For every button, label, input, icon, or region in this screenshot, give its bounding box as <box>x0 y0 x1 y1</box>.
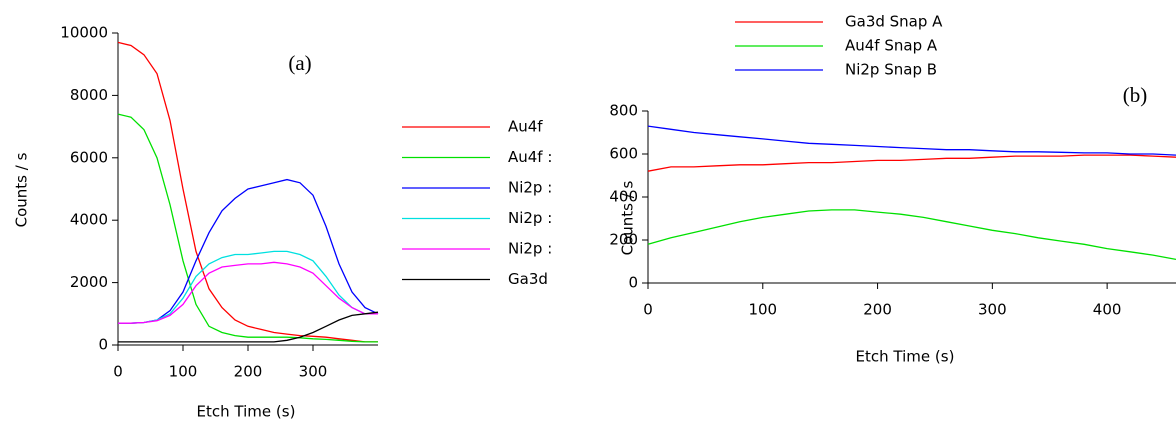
annotation: (b) <box>1123 83 1148 107</box>
series-line <box>118 250 378 324</box>
y-tick-label: 0 <box>98 336 108 354</box>
x-tick-label: 300 <box>978 301 1007 319</box>
legend-label: Au4f : <box>508 148 552 166</box>
y-tick-label: 4000 <box>70 211 108 229</box>
x-tick-label: 0 <box>113 363 123 381</box>
series-line <box>117 41 378 343</box>
x-tick-label: 100 <box>169 363 198 381</box>
series-line <box>647 209 1176 261</box>
y-tick-label: 0 <box>628 274 638 292</box>
legend-label: Au4f <box>508 118 543 136</box>
y-tick-label: 400 <box>609 188 638 206</box>
series-line <box>118 311 379 343</box>
y-tick-label: 800 <box>609 102 638 120</box>
x-tick-label: 200 <box>863 301 892 319</box>
y-axis-label: Counts / s <box>13 152 31 227</box>
legend-label: Ga3d <box>508 270 548 288</box>
x-tick-label: 200 <box>234 363 263 381</box>
annotation: (a) <box>288 51 311 75</box>
x-tick-label: 400 <box>1093 301 1122 319</box>
x-tick-label: 0 <box>643 301 653 319</box>
x-axis-label: Etch Time (s) <box>856 348 955 366</box>
y-axis-label: Counts / s <box>619 180 637 255</box>
y-tick-label: 600 <box>609 145 638 163</box>
legend-label: Ni2p : <box>508 240 552 258</box>
series-line <box>117 113 378 343</box>
y-tick-label: 2000 <box>70 273 108 291</box>
series-line <box>647 125 1176 156</box>
y-tick-label: 10000 <box>60 24 108 42</box>
x-tick-label: 300 <box>299 363 328 381</box>
series-line <box>647 154 1176 172</box>
legend-label: Ni2p Snap B <box>845 61 937 79</box>
legend-label: Ga3d Snap A <box>845 13 943 31</box>
series-line <box>118 178 379 324</box>
y-tick-label: 200 <box>609 231 638 249</box>
x-axis-label: Etch Time (s) <box>197 403 296 421</box>
y-tick-label: 8000 <box>70 86 108 104</box>
legend-label: Au4f Snap A <box>845 37 938 55</box>
x-tick-label: 100 <box>748 301 777 319</box>
y-tick-label: 6000 <box>70 148 108 166</box>
legend-label: Ni2p : <box>508 209 552 227</box>
series-line <box>118 261 378 324</box>
legend-label: Ni2p : <box>508 179 552 197</box>
